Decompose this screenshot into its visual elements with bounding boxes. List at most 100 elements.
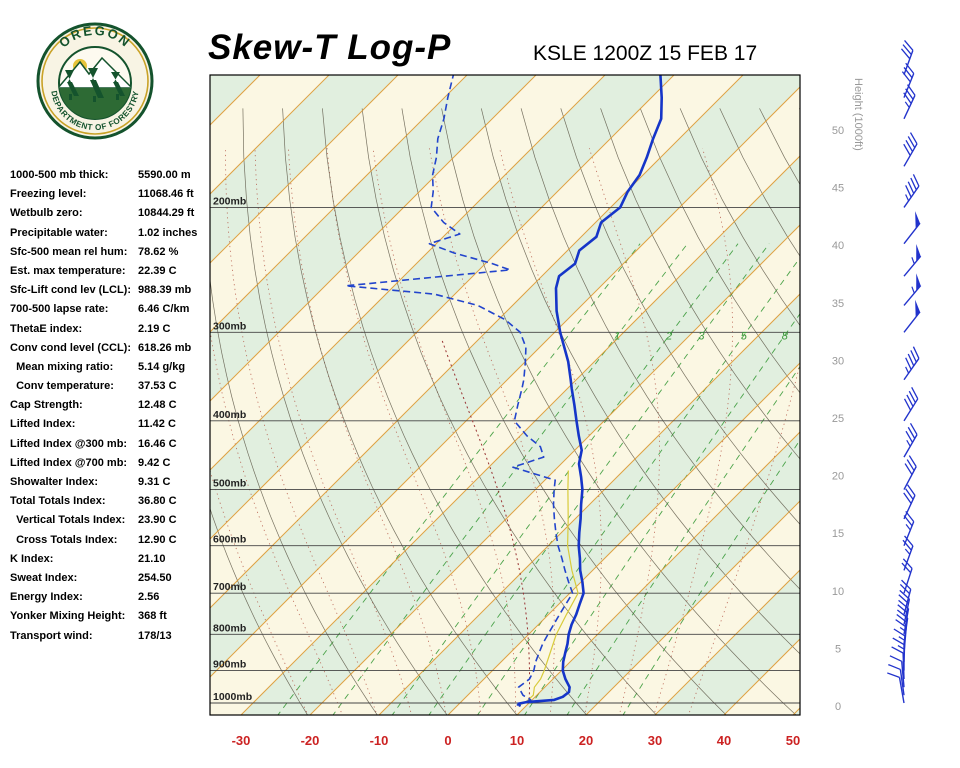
index-label: Lifted Index @700 mb: xyxy=(10,456,128,469)
index-row: Wetbulb zero: 10844.29 ft xyxy=(10,204,212,223)
index-row: Sfc-500 mean rel hum: 78.62 % xyxy=(10,243,212,262)
index-value: 5590.00 m xyxy=(138,169,191,181)
index-label: Conv temperature: xyxy=(10,380,114,393)
index-value: 37.53 C xyxy=(138,380,177,393)
index-label: Sweat Index: xyxy=(10,571,78,584)
index-label: Freezing level: xyxy=(10,188,87,201)
index-value: 36.80 C xyxy=(138,495,177,508)
index-row: Transport wind: 178/13 xyxy=(10,627,212,646)
index-row: Lifted Index: 11.42 C xyxy=(10,415,212,434)
odf-logo: OREGON DEPARTMENT OF FORESTRY xyxy=(36,22,154,140)
index-row: 700-500 lapse rate: 6.46 C/km xyxy=(10,300,212,319)
index-row: ThetaE index: 2.19 C xyxy=(10,320,212,339)
index-value: 618.26 mb xyxy=(138,341,192,354)
svg-text:50: 50 xyxy=(832,125,844,137)
index-row: Sweat Index: 254.50 xyxy=(10,569,212,588)
index-value: 12.90 C xyxy=(138,533,177,546)
index-row: Total Totals Index: 36.80 C xyxy=(10,492,212,511)
index-value: 16.46 C xyxy=(138,437,177,450)
index-label: Transport wind: xyxy=(10,629,93,642)
index-label: 1000-500 mb thick: xyxy=(10,169,109,181)
svg-text:0: 0 xyxy=(835,701,841,713)
svg-text:35: 35 xyxy=(832,298,844,310)
index-row: Lifted Index @700 mb: 9.42 C xyxy=(10,454,212,473)
svg-text:700mb: 700mb xyxy=(213,581,246,593)
index-label: Est. max temperature: xyxy=(10,264,126,277)
svg-text:-30: -30 xyxy=(232,733,251,748)
index-row: Vertical Totals Index: 23.90 C xyxy=(10,511,212,530)
index-value: 1.02 inches xyxy=(138,226,198,239)
index-label: Yonker Mixing Height: xyxy=(10,610,126,623)
index-row: Precipitable water: 1.02 inches xyxy=(10,224,212,243)
svg-text:30: 30 xyxy=(832,355,844,367)
index-value: 78.62 % xyxy=(138,245,179,258)
index-value: 178/13 xyxy=(138,629,172,642)
station-info: KSLE 1200Z 15 FEB 17 xyxy=(533,42,758,65)
index-value: 10844.29 ft xyxy=(138,207,195,220)
index-row: Est. max temperature: 22.39 C xyxy=(10,262,212,281)
index-label: ThetaE index: xyxy=(10,322,83,335)
index-value: 11068.46 ft xyxy=(138,188,194,201)
tree-icon xyxy=(65,68,125,102)
index-label: Sfc-Lift cond lev (LCL): xyxy=(10,284,131,297)
svg-text:-10: -10 xyxy=(370,733,389,748)
index-row: Energy Index: 2.56 xyxy=(10,588,212,607)
svg-text:0: 0 xyxy=(444,733,451,748)
index-label: Wetbulb zero: xyxy=(10,207,83,220)
svg-text:25: 25 xyxy=(832,413,844,425)
index-label: Precipitable water: xyxy=(10,226,108,239)
index-row: Sfc-Lift cond lev (LCL): 988.39 mb xyxy=(10,281,212,300)
index-value: 12.48 C xyxy=(138,399,177,412)
svg-text:-20: -20 xyxy=(301,733,320,748)
svg-text:50: 50 xyxy=(786,733,800,748)
svg-text:30: 30 xyxy=(648,733,662,748)
svg-text:1000mb: 1000mb xyxy=(213,691,252,703)
index-value: 2.19 C xyxy=(138,322,171,335)
index-label: Showalter Index: xyxy=(10,476,99,488)
index-value: 254.50 xyxy=(138,571,172,584)
index-row: Conv temperature: 37.53 C xyxy=(10,377,212,396)
svg-text:200mb: 200mb xyxy=(213,195,246,207)
page-title: Skew-T Log-P xyxy=(208,28,452,67)
index-label: Cap Strength: xyxy=(10,399,83,412)
index-label: Cross Totals Index: xyxy=(10,533,118,546)
index-value: 5.14 g/kg xyxy=(138,360,186,373)
index-label: Energy Index: xyxy=(10,591,83,604)
index-row: Mean mixing ratio: 5.14 g/kg xyxy=(10,358,212,377)
index-label: Mean mixing ratio: xyxy=(10,360,114,373)
index-row: Lifted Index @300 mb: 16.46 C xyxy=(10,435,212,454)
svg-text:5: 5 xyxy=(835,643,841,655)
svg-text:20: 20 xyxy=(579,733,593,748)
index-value: 11.42 C xyxy=(138,418,176,431)
index-label: Total Totals Index: xyxy=(10,495,106,508)
index-label: K Index: xyxy=(10,552,54,565)
svg-text:40: 40 xyxy=(717,733,731,748)
svg-text:Height (1000ft): Height (1000ft) xyxy=(852,78,864,151)
index-row: Cap Strength: 12.48 C xyxy=(10,396,212,415)
index-value: 21.10 xyxy=(138,552,166,565)
svg-text:20: 20 xyxy=(832,471,844,483)
svg-text:10: 10 xyxy=(510,733,524,748)
svg-text:900mb: 900mb xyxy=(213,659,246,671)
index-label: Lifted Index @300 mb: xyxy=(10,437,128,450)
index-row: Conv cond level (CCL): 618.26 mb xyxy=(10,339,212,358)
svg-text:500mb: 500mb xyxy=(213,478,246,490)
svg-text:45: 45 xyxy=(832,183,844,195)
index-label: Sfc-500 mean rel hum: xyxy=(10,245,128,258)
indices-panel: 1000-500 mb thick: 5590.00 m Freezing leve… xyxy=(10,166,212,646)
index-value: 6.46 C/km xyxy=(138,303,190,316)
index-value: 9.42 C xyxy=(138,456,171,469)
svg-text:8: 8 xyxy=(782,330,789,342)
index-row: Showalter Index: 9.31 C xyxy=(10,473,212,492)
index-row: Freezing level: 11068.46 ft xyxy=(10,185,212,204)
index-value: 23.90 C xyxy=(138,514,177,527)
svg-text:400mb: 400mb xyxy=(213,409,246,421)
svg-text:800mb: 800mb xyxy=(213,622,246,634)
index-row: K Index: 21.10 xyxy=(10,550,212,569)
index-value: 22.39 C xyxy=(138,264,177,277)
index-label: Conv cond level (CCL): xyxy=(10,341,132,354)
svg-text:40: 40 xyxy=(832,240,844,252)
index-value: 2.56 xyxy=(138,591,160,604)
